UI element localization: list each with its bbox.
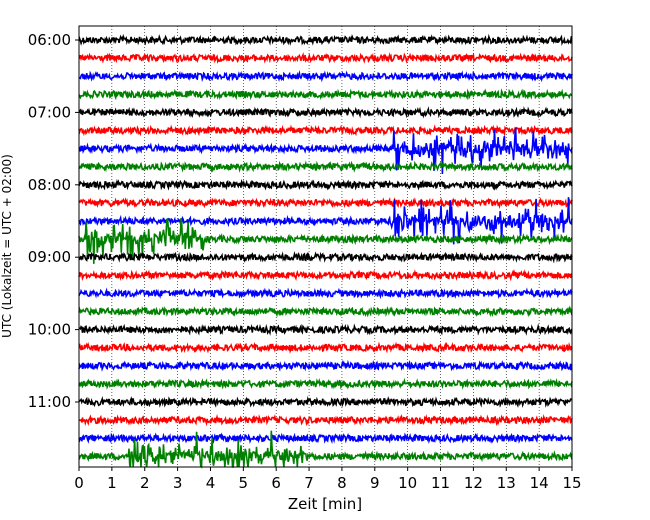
- y-tick-label: 10:00: [28, 321, 71, 339]
- trace-green: [78, 88, 573, 101]
- x-tick-label: 5: [239, 474, 249, 492]
- x-tick-label: 8: [337, 474, 347, 492]
- trace-black: [78, 106, 573, 119]
- trace-red: [78, 52, 573, 64]
- y-tick-label: 07:00: [28, 103, 71, 121]
- x-tick-label: 0: [74, 474, 84, 492]
- trace-blue: [78, 197, 573, 245]
- seismic-traces: [78, 33, 573, 469]
- trace-green: [78, 430, 573, 469]
- x-tick-label: 6: [271, 474, 281, 492]
- trace-black: [78, 395, 573, 409]
- trace-red: [78, 269, 573, 282]
- y-tick-label: 08:00: [28, 176, 71, 194]
- trace-green: [78, 160, 573, 173]
- x-tick-label: 13: [497, 474, 516, 492]
- y-tick-label: 11:00: [28, 393, 71, 411]
- y-tick-label: 06:00: [28, 31, 71, 49]
- trace-black: [78, 323, 573, 336]
- trace-red: [78, 124, 573, 137]
- x-tick-label: 2: [140, 474, 150, 492]
- x-tick-label: 10: [398, 474, 417, 492]
- trace-black: [78, 33, 573, 47]
- x-tick-label: 11: [431, 474, 450, 492]
- trace-black: [78, 178, 573, 191]
- trace-green: [78, 377, 573, 390]
- trace-green: [78, 217, 573, 264]
- y-axis-ticks: 06:00 07:00 08:00 09:00 10:00 11:00: [28, 31, 79, 411]
- x-tick-label: 1: [107, 474, 117, 492]
- x-axis-ticks: 0 1 2 3 4 5 6 7 8 9 10 11 12 13 14 15: [74, 467, 582, 492]
- trace-red: [78, 341, 573, 354]
- trace-green: [78, 305, 573, 318]
- trace-blue: [78, 287, 573, 300]
- trace-blue: [78, 359, 573, 372]
- x-tick-label: 3: [173, 474, 183, 492]
- x-axis-label: Zeit [min]: [288, 495, 362, 513]
- y-axis-label: UTC (Lokalzeit = UTC + 02:00): [0, 154, 14, 338]
- trace-blue: [78, 70, 573, 83]
- plot-frame: [78, 25, 573, 468]
- x-tick-label: 12: [464, 474, 483, 492]
- trace-red: [78, 413, 573, 427]
- trace-black: [78, 250, 573, 264]
- x-tick-label: 4: [206, 474, 216, 492]
- trace-blue: [78, 127, 573, 175]
- x-tick-label: 7: [304, 474, 314, 492]
- x-tick-label: 15: [562, 474, 581, 492]
- trace-red: [78, 197, 573, 210]
- trace-blue: [78, 432, 573, 445]
- x-tick-label: 9: [370, 474, 380, 492]
- y-tick-label: 09:00: [28, 248, 71, 266]
- x-tick-label: 14: [530, 474, 549, 492]
